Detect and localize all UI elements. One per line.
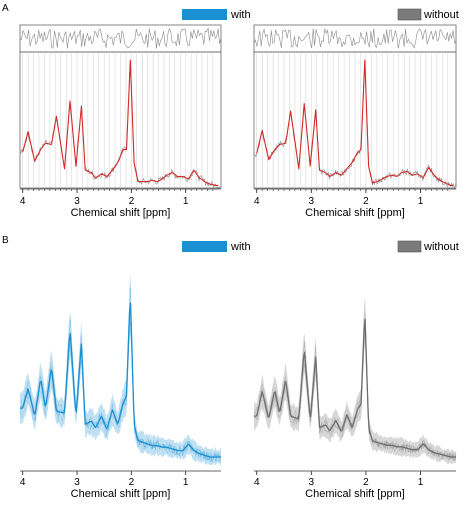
tick-label: 2: [363, 196, 369, 207]
fit-line-without: [256, 59, 454, 186]
legend-label-with-a: with: [230, 9, 251, 21]
x-axis-label: Chemical shift [ppm]: [71, 488, 171, 500]
panel-label-a: A: [2, 3, 9, 14]
tick-label: 1: [183, 196, 189, 207]
x-axis-label: Chemical shift [ppm]: [305, 207, 405, 219]
chart-b-without: 4 3 2 1 Chemical shift [ppm]: [253, 295, 457, 500]
legend-swatch-with-a: [182, 9, 227, 20]
tick-label: 4: [20, 477, 26, 488]
chart-a-with: 4 3 2 1 Chemical shift [ppm]: [19, 24, 222, 219]
mean-line-without: [254, 318, 456, 458]
mean-line-with: [20, 302, 221, 458]
tick-label: 4: [254, 477, 260, 488]
confidence-band: [254, 295, 456, 465]
legend-label-without-a: without: [423, 9, 459, 21]
legend-label-with-b: with: [230, 241, 251, 253]
residual-line: [19, 27, 222, 49]
tick-label: 4: [20, 196, 26, 207]
tick-label: 3: [309, 477, 315, 488]
residual-frame: [253, 24, 457, 53]
x-axis-label: Chemical shift [ppm]: [71, 207, 171, 219]
tick-label: 2: [129, 477, 135, 488]
fit-line-with: [22, 59, 219, 186]
tick-label: 1: [183, 477, 189, 488]
panel-label-b: B: [2, 235, 9, 246]
tick-label: 4: [254, 196, 260, 207]
confidence-band: [20, 273, 221, 466]
legend-swatch-without-a: [397, 8, 422, 21]
tick-label: 3: [74, 196, 80, 207]
chart-b-with: 4 3 2 1 Chemical shift [ppm]: [19, 273, 222, 500]
x-axis-label: Chemical shift [ppm]: [305, 488, 405, 500]
tick-label: 3: [74, 477, 80, 488]
chart-a-without: 4 3 2 1 Chemical shift [ppm]: [253, 24, 457, 219]
legend-swatch-without-b: [397, 240, 422, 253]
tick-label: 3: [309, 196, 315, 207]
legend-swatch-with-b: [182, 241, 227, 252]
tick-label: 1: [418, 196, 424, 207]
tick-label: 2: [129, 196, 135, 207]
tick-label: 2: [363, 477, 369, 488]
legend-label-without-b: without: [423, 241, 459, 253]
tick-label: 1: [418, 477, 424, 488]
residual-line: [253, 28, 457, 49]
